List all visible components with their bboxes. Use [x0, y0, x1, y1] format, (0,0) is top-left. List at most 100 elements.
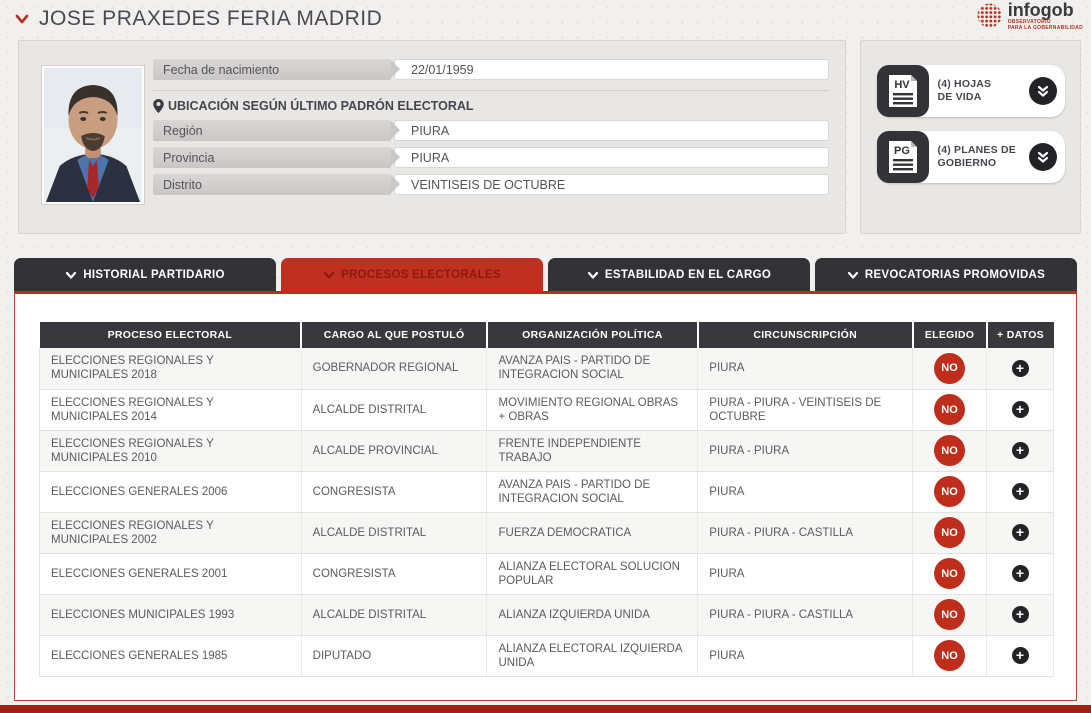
elegido-no-badge: NO — [934, 517, 966, 548]
pg-expand-button[interactable] — [1028, 143, 1057, 171]
cell-organizacion: FRENTE INDEPENDIENTE TRABAJO — [486, 430, 699, 472]
cell-circunscripcion: PIURA - PIURA - CASTILLA — [697, 512, 914, 554]
profile-card: Fecha de nacimiento 22/01/1959 UBICACIÓN… — [18, 40, 846, 234]
cell-proceso-electoral: ELECCIONES REGIONALES Y MUNICIPALES 2010 — [39, 430, 302, 472]
provincia-value: PIURA — [394, 147, 829, 168]
cell-organizacion: ALIANZA IZQUIERDA UNIDA — [486, 594, 699, 636]
cell-proceso-electoral: ELECCIONES REGIONALES Y MUNICIPALES 2002 — [39, 512, 302, 554]
plus-datos-icon[interactable]: + — [1011, 647, 1029, 664]
table-row: ELECCIONES GENERALES 2006 CONGRESISTA AV… — [39, 471, 1054, 513]
cell-cargo: ALCALDE DISTRITAL — [301, 594, 488, 636]
hojas-de-vida-label: (4) HOJAS DE VIDA — [937, 78, 992, 103]
elegido-no-badge: NO — [934, 352, 966, 384]
cell-elegido: NO — [912, 594, 988, 636]
cell-circunscripcion: PIURA — [697, 553, 914, 595]
svg-text:PG: PG — [894, 145, 910, 157]
birthdate-value: 22/01/1959 — [394, 59, 829, 80]
distrito-label: Distrito — [153, 174, 400, 195]
infogob-dot-globe-icon — [977, 3, 1002, 28]
plus-datos-icon[interactable]: + — [1011, 565, 1029, 582]
hv-document-icon: HV — [876, 65, 929, 117]
double-chevron-down-icon — [1037, 151, 1048, 163]
cell-circunscripcion: PIURA - PIURA - VEINTISEIS DE OCTUBRE — [697, 389, 914, 431]
hojas-de-vida-button[interactable]: HV (4) HOJAS DE VIDA — [876, 65, 1065, 117]
table-body: ELECCIONES REGIONALES Y MUNICIPALES 2018… — [39, 348, 1054, 677]
col-cargo: CARGO AL QUE POSTULÓ — [301, 322, 488, 348]
cell-mas-datos: + — [986, 389, 1054, 431]
region-value: PIURA — [394, 120, 829, 141]
tab-procesos-electorales[interactable]: PROCESOS ELECTORALES — [281, 258, 543, 291]
birthdate-field: Fecha de nacimiento 22/01/1959 — [153, 59, 829, 80]
plus-datos-icon[interactable]: + — [1011, 442, 1029, 459]
cell-elegido: NO — [912, 553, 988, 595]
cell-mas-datos: + — [986, 348, 1054, 390]
cell-mas-datos: + — [986, 594, 1054, 636]
candidate-photo — [41, 65, 145, 205]
plus-datos-icon[interactable]: + — [1011, 359, 1029, 377]
table-header-row: PROCESO ELECTORAL CARGO AL QUE POSTULÓ O… — [39, 322, 1054, 348]
tab-historial-partidario[interactable]: HISTORIAL PARTIDARIO — [14, 258, 276, 291]
table-row: ELECCIONES REGIONALES Y MUNICIPALES 2018… — [39, 348, 1054, 390]
tab-revocatorias-promovidas[interactable]: REVOCATORIAS PROMOVIDAS — [815, 258, 1077, 291]
cell-elegido: NO — [912, 635, 988, 677]
cell-elegido: NO — [912, 389, 988, 431]
cell-mas-datos: + — [986, 635, 1054, 677]
cell-proceso-electoral: ELECCIONES GENERALES 2006 — [39, 471, 302, 513]
cell-cargo: ALCALDE PROVINCIAL — [301, 430, 488, 472]
planes-de-gobierno-button[interactable]: PG (4) PLANES DE GOBIERNO — [876, 131, 1065, 183]
cell-organizacion: FUERZA DEMOCRATICA — [486, 512, 699, 554]
plus-datos-icon[interactable]: + — [1011, 606, 1029, 623]
collapse-chevron-icon[interactable] — [14, 11, 30, 27]
cell-elegido: NO — [912, 430, 988, 472]
hv-expand-button[interactable] — [1028, 77, 1057, 105]
section-tabs: HISTORIAL PARTIDARIO PROCESOS ELECTORALE… — [14, 258, 1077, 291]
distrito-field: Distrito VEINTISEIS DE OCTUBRE — [153, 174, 829, 195]
cell-cargo: DIPUTADO — [301, 635, 488, 677]
col-datos: + DATOS — [986, 322, 1054, 348]
location-pin-icon — [153, 99, 164, 113]
distrito-value: VEINTISEIS DE OCTUBRE — [394, 174, 829, 195]
infogob-logo[interactable]: infogob OBSERVATORIO PARA LA GOBERNABILI… — [976, 0, 1083, 31]
procesos-electorales-panel: PROCESO ELECTORAL CARGO AL QUE POSTULÓ O… — [14, 291, 1077, 701]
tab-estabilidad-en-el-cargo[interactable]: ESTABILIDAD EN EL CARGO — [548, 258, 810, 291]
cell-proceso-electoral: ELECCIONES GENERALES 1985 — [39, 635, 302, 677]
cell-circunscripcion: PIURA - PIURA — [697, 430, 914, 472]
plus-datos-icon[interactable]: + — [1011, 401, 1029, 418]
planes-de-gobierno-label: (4) PLANES DE GOBIERNO — [937, 144, 1016, 169]
cell-mas-datos: + — [986, 430, 1054, 472]
col-proceso-electoral: PROCESO ELECTORAL — [39, 322, 303, 348]
logo-subtitle-2: PARA LA GOBERNABILIDAD — [1007, 25, 1083, 31]
cell-mas-datos: + — [986, 471, 1054, 513]
table-row: ELECCIONES MUNICIPALES 1993 ALCALDE DIST… — [39, 594, 1054, 636]
col-circunscripcion: CIRCUNSCRIPCIÓN — [697, 322, 914, 348]
profile-divider — [153, 90, 829, 91]
elegido-no-badge: NO — [934, 476, 966, 507]
footer-bar — [0, 705, 1091, 713]
cell-proceso-electoral: ELECCIONES MUNICIPALES 1993 — [39, 594, 302, 636]
cell-proceso-electoral: ELECCIONES REGIONALES Y MUNICIPALES 2014 — [39, 389, 302, 431]
pg-document-icon: PG — [876, 131, 929, 183]
location-heading-text: UBICACIÓN SEGÚN ÚLTIMO PADRÓN ELECTORAL — [168, 99, 474, 113]
cell-elegido: NO — [912, 348, 988, 390]
logo-subtitle-1: OBSERVATORIO — [1007, 19, 1051, 25]
logo-wordmark: infogob — [1007, 0, 1074, 20]
cell-cargo: ALCALDE DISTRITAL — [301, 389, 488, 431]
table-row: ELECCIONES GENERALES 2001 CONGRESISTA AL… — [39, 553, 1054, 595]
col-organizacion: ORGANIZACIÓN POLÍTICA — [486, 322, 699, 348]
elegido-no-badge: NO — [934, 558, 966, 589]
cell-cargo: ALCALDE DISTRITAL — [301, 512, 488, 554]
elegido-no-badge: NO — [934, 599, 966, 630]
plus-datos-icon[interactable]: + — [1011, 524, 1029, 541]
cell-proceso-electoral: ELECCIONES REGIONALES Y MUNICIPALES 2018 — [39, 348, 302, 390]
elegido-no-badge: NO — [934, 394, 966, 425]
cell-elegido: NO — [912, 471, 988, 513]
cell-circunscripcion: PIURA — [697, 635, 914, 677]
col-elegido: ELEGIDO — [912, 322, 988, 348]
page-header: JOSE PRAXEDES FERIA MADRID — [14, 7, 382, 31]
region-label: Región — [153, 120, 400, 141]
cell-organizacion: ALIANZA ELECTORAL IZQUIERDA UNIDA — [486, 635, 699, 677]
cell-proceso-electoral: ELECCIONES GENERALES 2001 — [39, 553, 302, 595]
provincia-field: Provincia PIURA — [153, 147, 829, 168]
elegido-no-badge: NO — [934, 640, 966, 671]
plus-datos-icon[interactable]: + — [1011, 483, 1029, 500]
